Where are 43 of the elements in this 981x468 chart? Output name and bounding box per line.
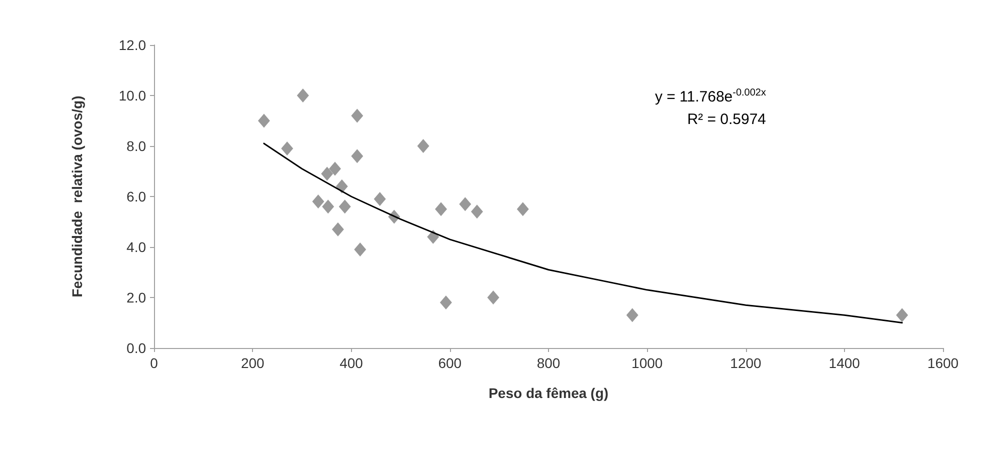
y-axis-title: Fecundidade relativa (ovos/g): [69, 96, 85, 298]
point: [321, 166, 334, 181]
x-tick-label: 200: [240, 355, 265, 371]
point: [351, 108, 364, 123]
x-tick-label: 1200: [730, 355, 762, 371]
y-tick-label: 6.0: [126, 188, 146, 204]
y-tick-label: 8.0: [126, 138, 146, 154]
x-tick-label: 1600: [927, 355, 959, 371]
point: [312, 194, 324, 209]
point: [516, 202, 529, 216]
point: [626, 308, 638, 322]
x-tick-label: 0: [150, 355, 158, 371]
point: [338, 200, 351, 214]
point: [336, 179, 348, 194]
point: [427, 230, 440, 244]
point: [281, 142, 294, 156]
point: [258, 114, 270, 128]
y-tick-label: 2.0: [126, 290, 146, 306]
y-tick-label: 10.0: [118, 88, 146, 104]
x-axis-title: Peso da fêmea (g): [488, 385, 608, 401]
y-tick-label: 0.0: [126, 340, 146, 356]
point: [332, 222, 344, 236]
point: [354, 242, 366, 257]
x-tick-label: 400: [340, 355, 364, 371]
point: [417, 139, 430, 153]
point: [296, 88, 309, 102]
point: [459, 197, 472, 212]
point: [328, 162, 341, 176]
point: [435, 202, 447, 216]
point: [470, 204, 483, 219]
point: [374, 192, 386, 206]
point: [440, 296, 452, 310]
point: [896, 308, 908, 322]
point: [351, 149, 364, 164]
point: [487, 290, 500, 304]
y-tick-label: 12.0: [118, 37, 146, 53]
x-tick-label: 1000: [632, 355, 663, 371]
point: [322, 200, 334, 214]
x-tick-label: 600: [438, 355, 462, 371]
y-tick-label: 4.0: [126, 239, 146, 255]
x-tick-label: 1400: [828, 355, 860, 371]
x-tick-label: 800: [536, 355, 560, 371]
annotation: R² = 0.5974: [687, 111, 766, 128]
